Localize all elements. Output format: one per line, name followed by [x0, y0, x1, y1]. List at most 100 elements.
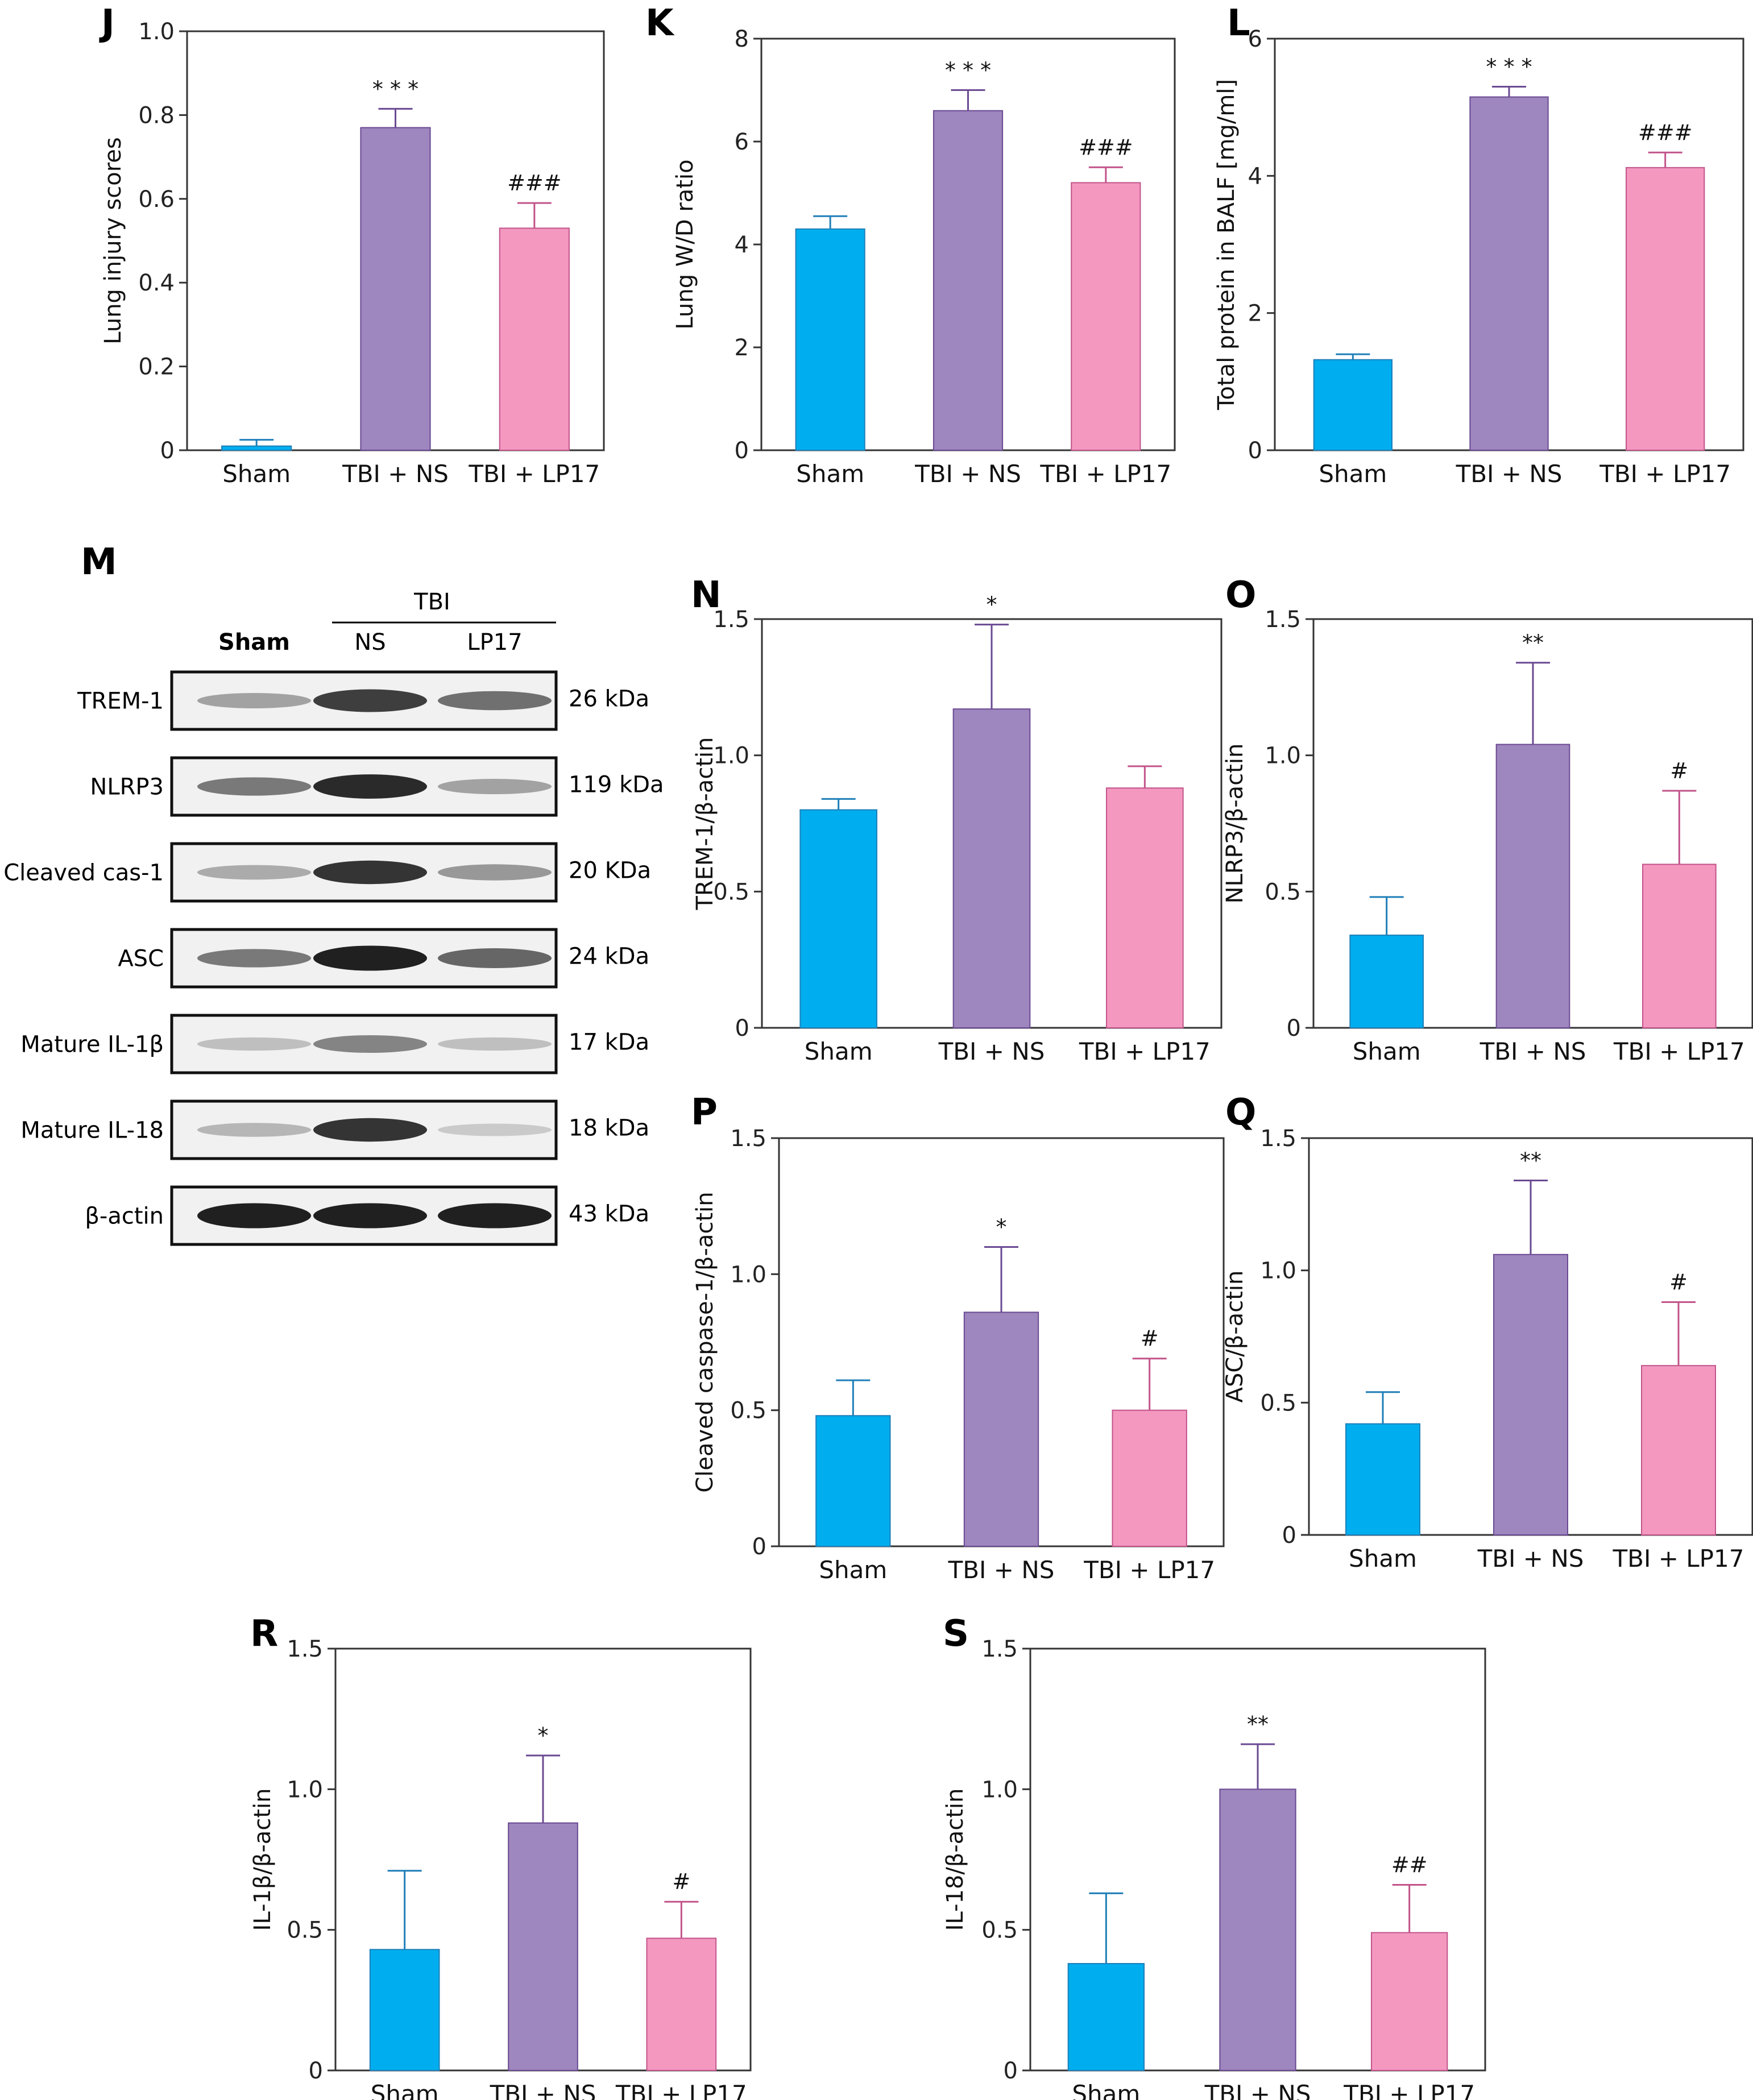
chart-j: J 0 0.2 0.4 0.6 0.8 1.0 Lung injury scores Sham *…	[99, 2, 605, 488]
size-label: 24 kDa	[569, 944, 649, 970]
protein-label: Mature IL-1β	[20, 1032, 164, 1058]
chart-n: N 0 0.5 1.0 1.5 TREM-1/β-actin Sham * TBI + NS TB…	[691, 574, 1222, 1065]
bar-2	[499, 227, 570, 451]
chart-p: P 0 0.5 1.0 1.5 Cleaved caspase-1/β-actin Sham…	[691, 1091, 1225, 1584]
blot-band	[197, 777, 311, 796]
significance-label: *	[996, 1214, 1007, 1239]
blot-band	[197, 1203, 311, 1229]
bar-2	[1112, 1409, 1187, 1547]
significance-label: #	[1141, 1326, 1159, 1351]
lane-label: LP17	[467, 629, 522, 655]
panel-label: Q	[1225, 1091, 1256, 1134]
significance-label: **	[1522, 630, 1544, 655]
panel-label: R	[250, 1613, 278, 1655]
protein-label: TREM-1	[77, 688, 164, 715]
x-tick-label: Sham	[805, 1037, 873, 1065]
blot-band	[438, 1123, 552, 1136]
significance-label: #	[1670, 758, 1688, 783]
size-label: 43 kDa	[569, 1201, 649, 1227]
significance-label: *	[987, 592, 997, 617]
chart-s: S 0 0.5 1.0 1.5 IL-18/β-actin Sham ** TBI + NS ##…	[942, 1613, 1486, 2100]
protein-label: ASC	[118, 946, 164, 972]
protein-label: Mature IL-18	[20, 1118, 164, 1144]
blot-row: β-actin 43 kDa	[85, 1185, 649, 1246]
y-tick-label: 0	[1004, 2058, 1018, 2084]
y-tick-label: 0	[735, 438, 749, 464]
x-tick-label: TBI + NS	[1477, 1545, 1584, 1572]
blot-band	[313, 945, 427, 971]
lane-label: NS	[354, 629, 386, 655]
y-tick-label: 1.5	[287, 1636, 323, 1662]
y-tick-label: 1.5	[713, 607, 749, 633]
significance-label: * * *	[372, 76, 418, 101]
blot-band	[197, 1037, 311, 1051]
y-tick-label: 0.6	[138, 186, 175, 213]
y-tick-label: 0.4	[138, 270, 175, 296]
y-tick-label: 0.5	[1265, 879, 1301, 905]
panel-label: N	[691, 574, 722, 616]
blot-band	[438, 691, 552, 711]
y-tick-label: 0	[160, 438, 175, 464]
bar-2	[646, 1937, 717, 2071]
bar-2	[1371, 1932, 1448, 2071]
panel-label: P	[691, 1091, 718, 1134]
x-tick-label: Sham	[796, 460, 864, 488]
blot-band	[438, 1037, 552, 1051]
y-tick-label: 1.5	[981, 1636, 1018, 1662]
bar-0	[1345, 1423, 1420, 1536]
blot-band	[197, 692, 311, 709]
x-tick-label: Sham	[1319, 460, 1387, 488]
blot-band	[197, 865, 311, 880]
x-tick-label: TBI + LP17	[1083, 1556, 1215, 1584]
size-label: 17 kDa	[569, 1030, 649, 1056]
bar-1	[1219, 1788, 1296, 2071]
blot-band	[313, 774, 427, 799]
significance-label: ###	[507, 171, 562, 196]
chart-r: R 0 0.5 1.0 1.5 IL-1β/β-actin Sham * TBI + NS # TB…	[250, 1613, 752, 2100]
x-tick-label: TBI + NS	[1480, 1037, 1586, 1065]
blot-band	[313, 689, 427, 712]
y-tick-label: 0.5	[287, 1918, 323, 1944]
bar-1	[1469, 96, 1549, 451]
x-tick-label: Sham	[1349, 1545, 1417, 1572]
western-blot-panel: M TBI Sham NS LP17 TREM-1 26 kDa NLRP3 119 kDa Cl…	[3, 541, 664, 1246]
x-tick-label: TBI + LP17	[1343, 2080, 1475, 2100]
significance-label: **	[1247, 1712, 1269, 1737]
significance-label: #	[1669, 1270, 1688, 1295]
x-tick-label: Sham	[1072, 2080, 1140, 2100]
x-tick-label: TBI + LP17	[1039, 460, 1171, 488]
x-tick-label: TBI + NS	[1204, 2080, 1311, 2100]
bar-1	[963, 1312, 1039, 1547]
size-label: 26 kDa	[569, 686, 649, 712]
y-tick-label: 1.0	[138, 19, 175, 45]
x-tick-label: TBI + LP17	[615, 2080, 747, 2100]
y-axis-label: NLRP3/β-actin	[1222, 744, 1248, 904]
x-tick-label: TBI + LP17	[1079, 1037, 1211, 1065]
blot-band	[438, 864, 552, 881]
x-tick-label: TBI + NS	[1456, 460, 1563, 488]
x-tick-label: TBI + NS	[948, 1556, 1055, 1584]
panel-label: M	[81, 541, 117, 583]
y-tick-label: 1.0	[981, 1777, 1018, 1803]
y-axis-label: IL-18/β-actin	[942, 1788, 968, 1931]
y-tick-label: 1.5	[1265, 607, 1301, 633]
y-tick-label: 0.5	[1260, 1390, 1296, 1416]
y-tick-label: 4	[1248, 163, 1262, 189]
size-label: 20 KDa	[569, 858, 651, 884]
significance-label: ##	[1391, 1853, 1428, 1878]
bar-2	[1641, 1365, 1716, 1536]
y-tick-label: 1.5	[730, 1126, 766, 1152]
protein-label: NLRP3	[90, 774, 164, 800]
protein-label: Cleaved cas-1	[3, 860, 164, 886]
blot-row: TREM-1 26 kDa	[77, 670, 649, 731]
panel-label: L	[1227, 2, 1250, 44]
y-tick-label: 1.0	[1260, 1258, 1296, 1284]
group-header: TBI	[413, 589, 450, 615]
y-tick-label: 1.0	[730, 1261, 766, 1288]
y-tick-label: 0	[1282, 1522, 1296, 1549]
y-tick-label: 0.5	[730, 1398, 766, 1424]
bar-1	[952, 708, 1031, 1029]
y-tick-label: 6	[735, 129, 749, 155]
y-axis-label: Cleaved caspase-1/β-actin	[692, 1192, 718, 1492]
